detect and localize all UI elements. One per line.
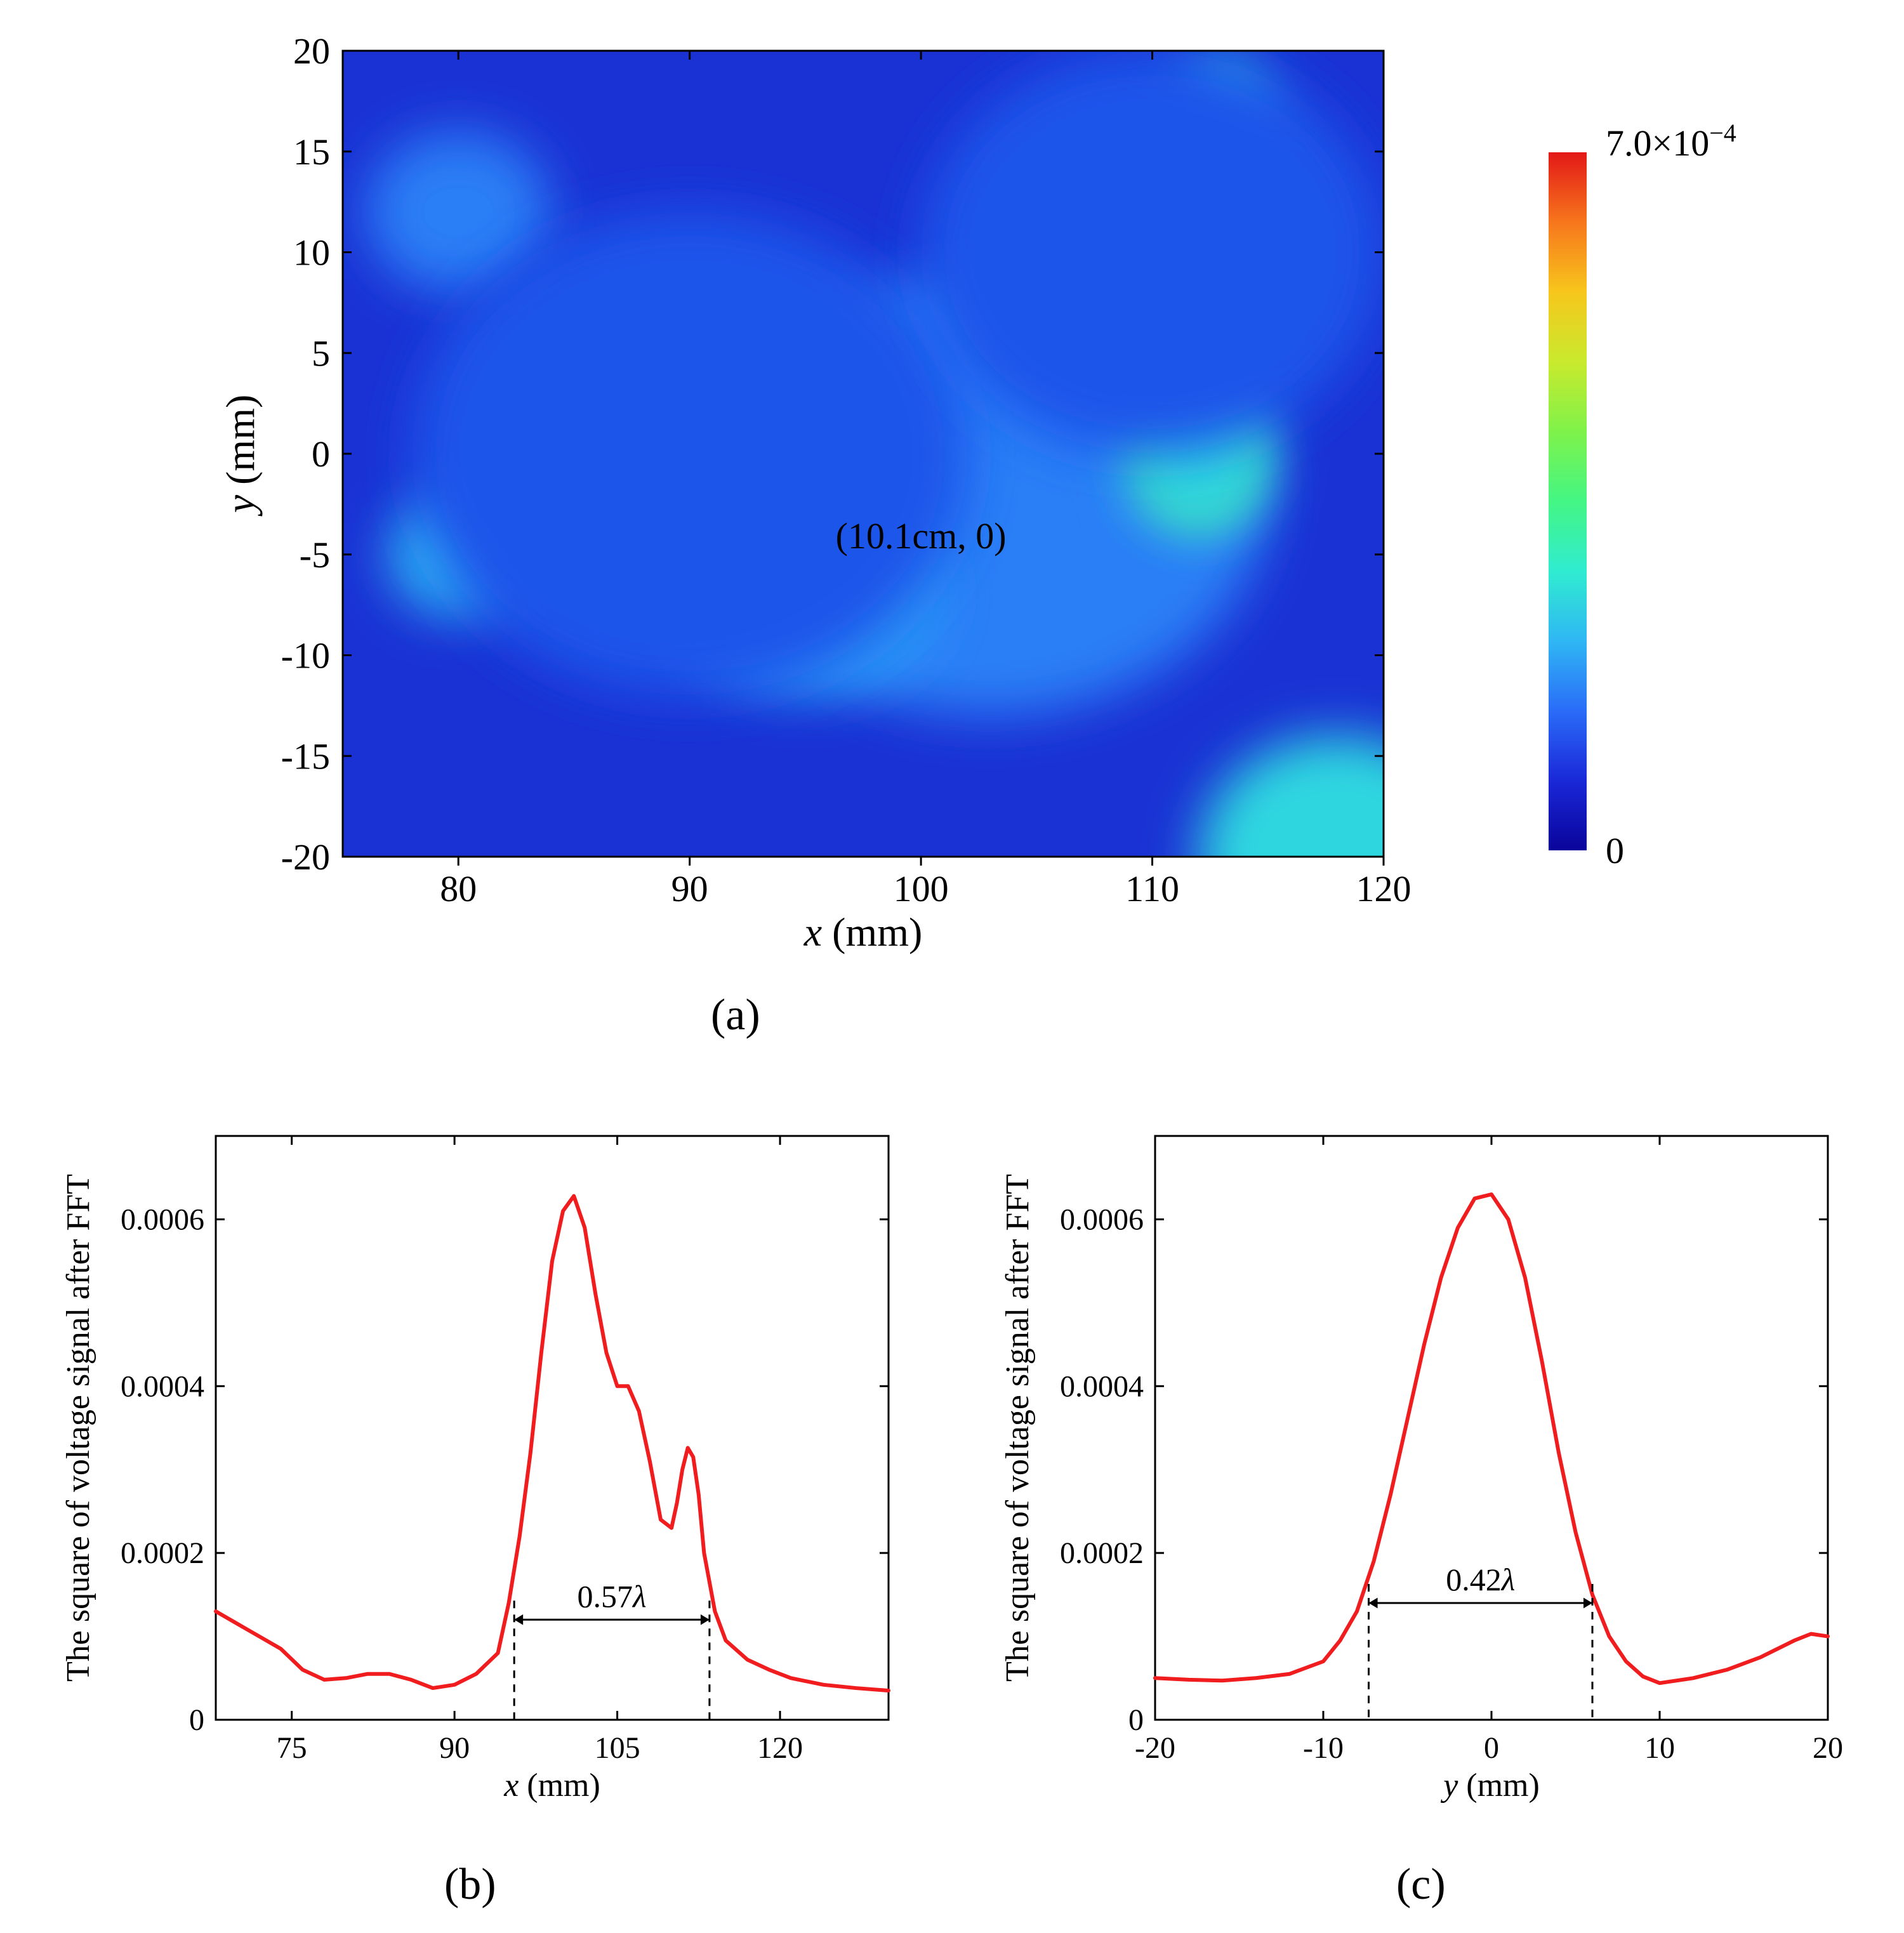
- heatmap-ytick: 20: [293, 30, 330, 72]
- chart-b-xtick: 90: [439, 1731, 470, 1765]
- chart-b-fwhm-label: 0.57λ: [577, 1578, 646, 1614]
- chart-b-xtick: 105: [595, 1731, 640, 1765]
- heatmap-xtick: 120: [1356, 868, 1411, 909]
- chart-c-xtick: 10: [1644, 1731, 1675, 1765]
- colorbar-min-label: 0: [1606, 830, 1624, 871]
- chart-c-xtick: 20: [1813, 1731, 1843, 1765]
- heatmap-ytick: -10: [281, 635, 330, 676]
- heatmap-xtick: 90: [671, 868, 708, 909]
- heatmap-xlabel: x (mm): [803, 909, 923, 954]
- chart-c-xtick: -10: [1303, 1731, 1344, 1765]
- heatmap-ytick: -15: [281, 736, 330, 777]
- chart-b-xlabel: x (mm): [503, 1767, 600, 1804]
- subfig-label-c: (c): [1396, 1859, 1446, 1910]
- heatmap-xtick: 80: [440, 868, 477, 909]
- heatmap-ytick: 5: [312, 333, 330, 374]
- heatmap-xtick: 100: [894, 868, 949, 909]
- heatmap-panel: 80 90 100 110 120 -20 -15 -10 -5 0 5 10 15 20 x (mm) y …: [209, 19, 1415, 971]
- chart-c-ytick: 0.0002: [1060, 1536, 1144, 1570]
- chart-b-ytick: 0.0006: [121, 1203, 204, 1236]
- chart-b-xtick: 75: [277, 1731, 307, 1765]
- figure-page: 8090100110120-20-15-10-505101520x (mm)y …: [0, 0, 1904, 1933]
- chart-c-ytick: 0.0004: [1060, 1369, 1144, 1403]
- heatmap-xtick: 110: [1125, 868, 1179, 909]
- line-chart-b: 75 90 105 120 0 0.0002 0.0004 0.0006 x (mm) The s…: [51, 1117, 914, 1828]
- heatmap-ytick: 0: [312, 433, 330, 475]
- line-chart-c: -20-100102000.00020.00040.0006y (mm)The …: [990, 1117, 1853, 1828]
- chart-c-xlabel: y (mm): [1440, 1767, 1540, 1804]
- chart-c-ylabel: The square of voltage signal after FFT: [1000, 1174, 1036, 1682]
- colorbar: 7.0×10−4 0: [1523, 102, 1853, 927]
- colorbar-max-label: 7.0×10−4: [1606, 119, 1736, 164]
- chart-c-ytick: 0.0006: [1060, 1203, 1144, 1236]
- chart-c-xtick: 0: [1484, 1731, 1499, 1765]
- chart-b-ylabel: The square of voltage signal after FFT: [60, 1174, 96, 1682]
- chart-b-ytick: 0.0002: [121, 1536, 204, 1570]
- subfig-label-b: (b): [444, 1859, 496, 1910]
- heatmap-annotation: (10.1cm, 0): [836, 515, 1007, 557]
- subfig-label-a: (a): [711, 990, 760, 1041]
- heatmap-ylabel: y (mm): [218, 395, 263, 517]
- heatmap-ytick: -5: [300, 534, 330, 576]
- chart-b-ytick: 0.0004: [121, 1369, 204, 1403]
- chart-b-xtick: 120: [757, 1731, 803, 1765]
- chart-c-ytick: 0: [1128, 1703, 1144, 1737]
- chart-c-fwhm-label: 0.42λ: [1446, 1562, 1515, 1597]
- chart-b-ytick: 0: [189, 1703, 204, 1737]
- heatmap-ytick: 15: [293, 131, 330, 173]
- colorbar-bar: [1549, 152, 1587, 850]
- heatmap-ytick: -20: [281, 836, 330, 878]
- heatmap-ytick: 10: [293, 232, 330, 274]
